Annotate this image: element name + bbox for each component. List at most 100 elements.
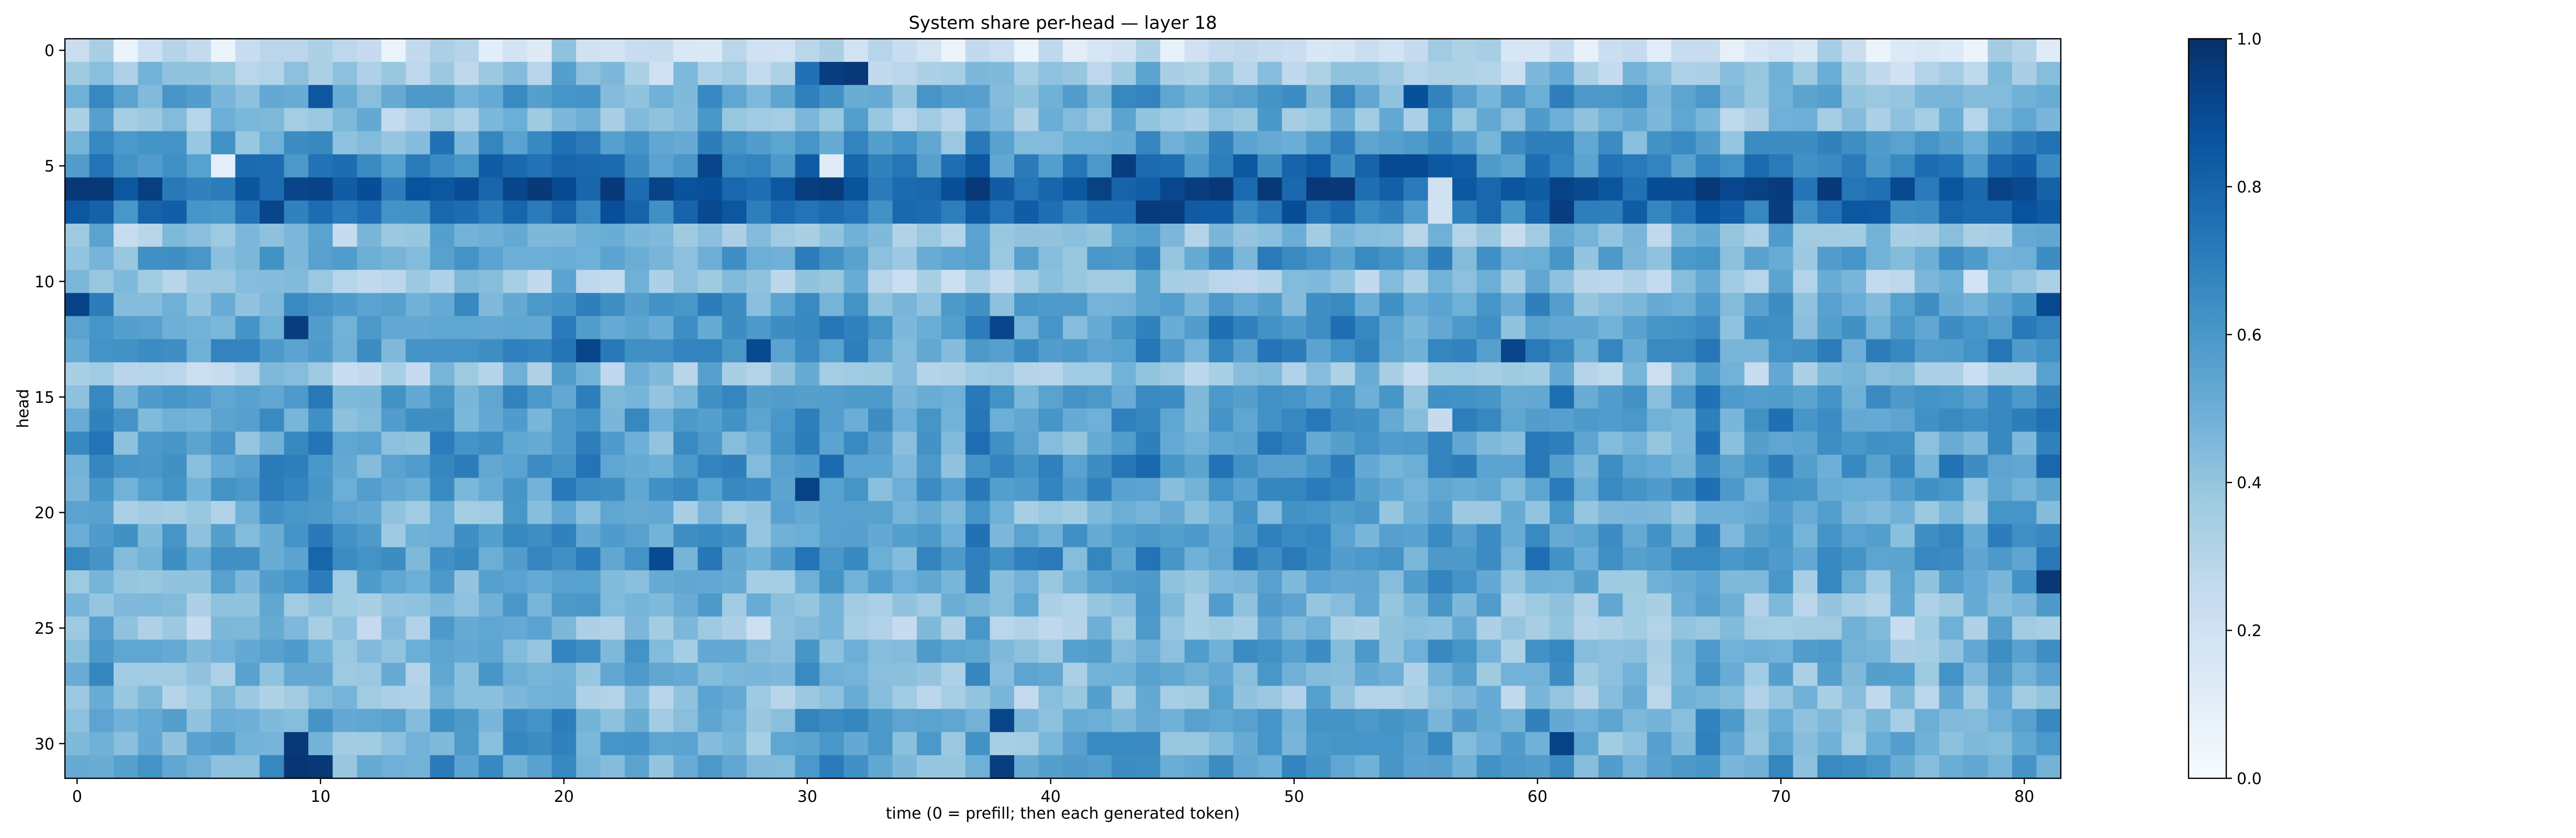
heatmap-cell	[1987, 62, 2013, 85]
heatmap-cell	[1282, 639, 1307, 663]
heatmap-cell	[917, 639, 942, 663]
heatmap-cell	[771, 131, 796, 155]
heatmap-cell	[332, 501, 358, 525]
heatmap-cell	[1647, 62, 1672, 85]
heatmap-cell	[1379, 85, 1404, 108]
heatmap-cell	[843, 639, 869, 663]
heatmap-cell	[1574, 686, 1599, 710]
heatmap-cell	[405, 616, 430, 640]
heatmap-cell	[1087, 432, 1112, 455]
heatmap-cell	[746, 177, 771, 201]
x-tick-label: 40	[1041, 788, 1061, 806]
heatmap-cell	[1720, 570, 1745, 594]
heatmap-cell	[1744, 293, 1769, 317]
heatmap-cell	[1817, 732, 1842, 756]
heatmap-cell	[1598, 709, 1623, 733]
heatmap-cell	[1623, 755, 1648, 779]
heatmap-cell	[1452, 732, 1477, 756]
heatmap-cell	[1915, 316, 1940, 340]
heatmap-cell	[697, 339, 723, 363]
heatmap-cell	[332, 131, 358, 155]
heatmap-cell	[746, 224, 771, 247]
heatmap-cell	[1403, 709, 1428, 733]
heatmap-cell	[819, 177, 845, 201]
heatmap-cell	[2012, 39, 2037, 62]
heatmap-cell	[138, 200, 163, 224]
heatmap-cell	[1987, 270, 2013, 293]
heatmap-cell	[551, 547, 576, 571]
heatmap-cell	[235, 524, 260, 548]
heatmap-cell	[697, 293, 723, 317]
heatmap-cell	[503, 755, 528, 779]
heatmap-cell	[1939, 455, 1964, 478]
heatmap-cell	[576, 709, 601, 733]
heatmap-cell	[1354, 293, 1380, 317]
heatmap-cell	[649, 501, 674, 525]
heatmap-cell	[1282, 432, 1307, 455]
heatmap-cell	[673, 732, 698, 756]
heatmap-cell	[1987, 593, 2013, 617]
heatmap-cell	[284, 663, 309, 687]
heatmap-cell	[1720, 501, 1745, 525]
heatmap-cell	[1817, 62, 1842, 85]
heatmap-cell	[2036, 385, 2061, 409]
heatmap-cell	[1769, 455, 1794, 478]
heatmap-cell	[1915, 663, 1940, 687]
heatmap-cell	[235, 547, 260, 571]
heatmap-cell	[503, 732, 528, 756]
heatmap-cell	[965, 409, 991, 432]
heatmap-cell	[113, 524, 139, 548]
heatmap-cell	[1014, 154, 1039, 178]
heatmap-cell	[1136, 409, 1161, 432]
heatmap-cell	[235, 686, 260, 710]
heatmap-cell	[284, 755, 309, 779]
heatmap-cell	[1452, 154, 1477, 178]
heatmap-cell	[1428, 755, 1453, 779]
heatmap-cell	[1476, 224, 1502, 247]
heatmap-cell	[1549, 755, 1574, 779]
heatmap-cell	[1695, 686, 1720, 710]
heatmap-cell	[673, 224, 698, 247]
heatmap-cell	[1111, 570, 1137, 594]
heatmap-cell	[1184, 385, 1209, 409]
heatmap-cell	[138, 593, 163, 617]
heatmap-cell	[2012, 108, 2037, 132]
heatmap-cell	[1063, 732, 1088, 756]
heatmap-cell	[819, 39, 845, 62]
heatmap-cell	[1063, 686, 1088, 710]
heatmap-cell	[1330, 755, 1356, 779]
heatmap-cell	[1354, 85, 1380, 108]
heatmap-cell	[1647, 85, 1672, 108]
heatmap-cell	[308, 224, 333, 247]
heatmap-cell	[2012, 200, 2037, 224]
heatmap-cell	[771, 409, 796, 432]
heatmap-cell	[65, 200, 90, 224]
heatmap-cell	[1598, 409, 1623, 432]
heatmap-cell	[2012, 732, 2037, 756]
heatmap-cell	[1476, 200, 1502, 224]
heatmap-cell	[210, 62, 236, 85]
heatmap-cell	[1501, 663, 1526, 687]
heatmap-cell	[1452, 385, 1477, 409]
heatmap-cell	[1208, 455, 1234, 478]
heatmap-cell	[795, 270, 820, 293]
heatmap-cell	[892, 131, 917, 155]
heatmap-cell	[1160, 755, 1185, 779]
heatmap-cell	[332, 200, 358, 224]
heatmap-cell	[1671, 270, 1696, 293]
heatmap-cell	[332, 732, 358, 756]
heatmap-cell	[673, 547, 698, 571]
heatmap-cell	[1963, 709, 1989, 733]
heatmap-cell	[1452, 362, 1477, 386]
heatmap-cell	[284, 455, 309, 478]
heatmap-cell	[1014, 547, 1039, 571]
heatmap-cell	[1257, 316, 1282, 340]
heatmap-cell	[1354, 478, 1380, 502]
heatmap-cell	[1744, 362, 1769, 386]
heatmap-cell	[186, 385, 212, 409]
heatmap-cell	[551, 85, 576, 108]
heatmap-cell	[503, 177, 528, 201]
heatmap-cell	[1087, 247, 1112, 270]
heatmap-cell	[1354, 108, 1380, 132]
heatmap-cell	[138, 455, 163, 478]
